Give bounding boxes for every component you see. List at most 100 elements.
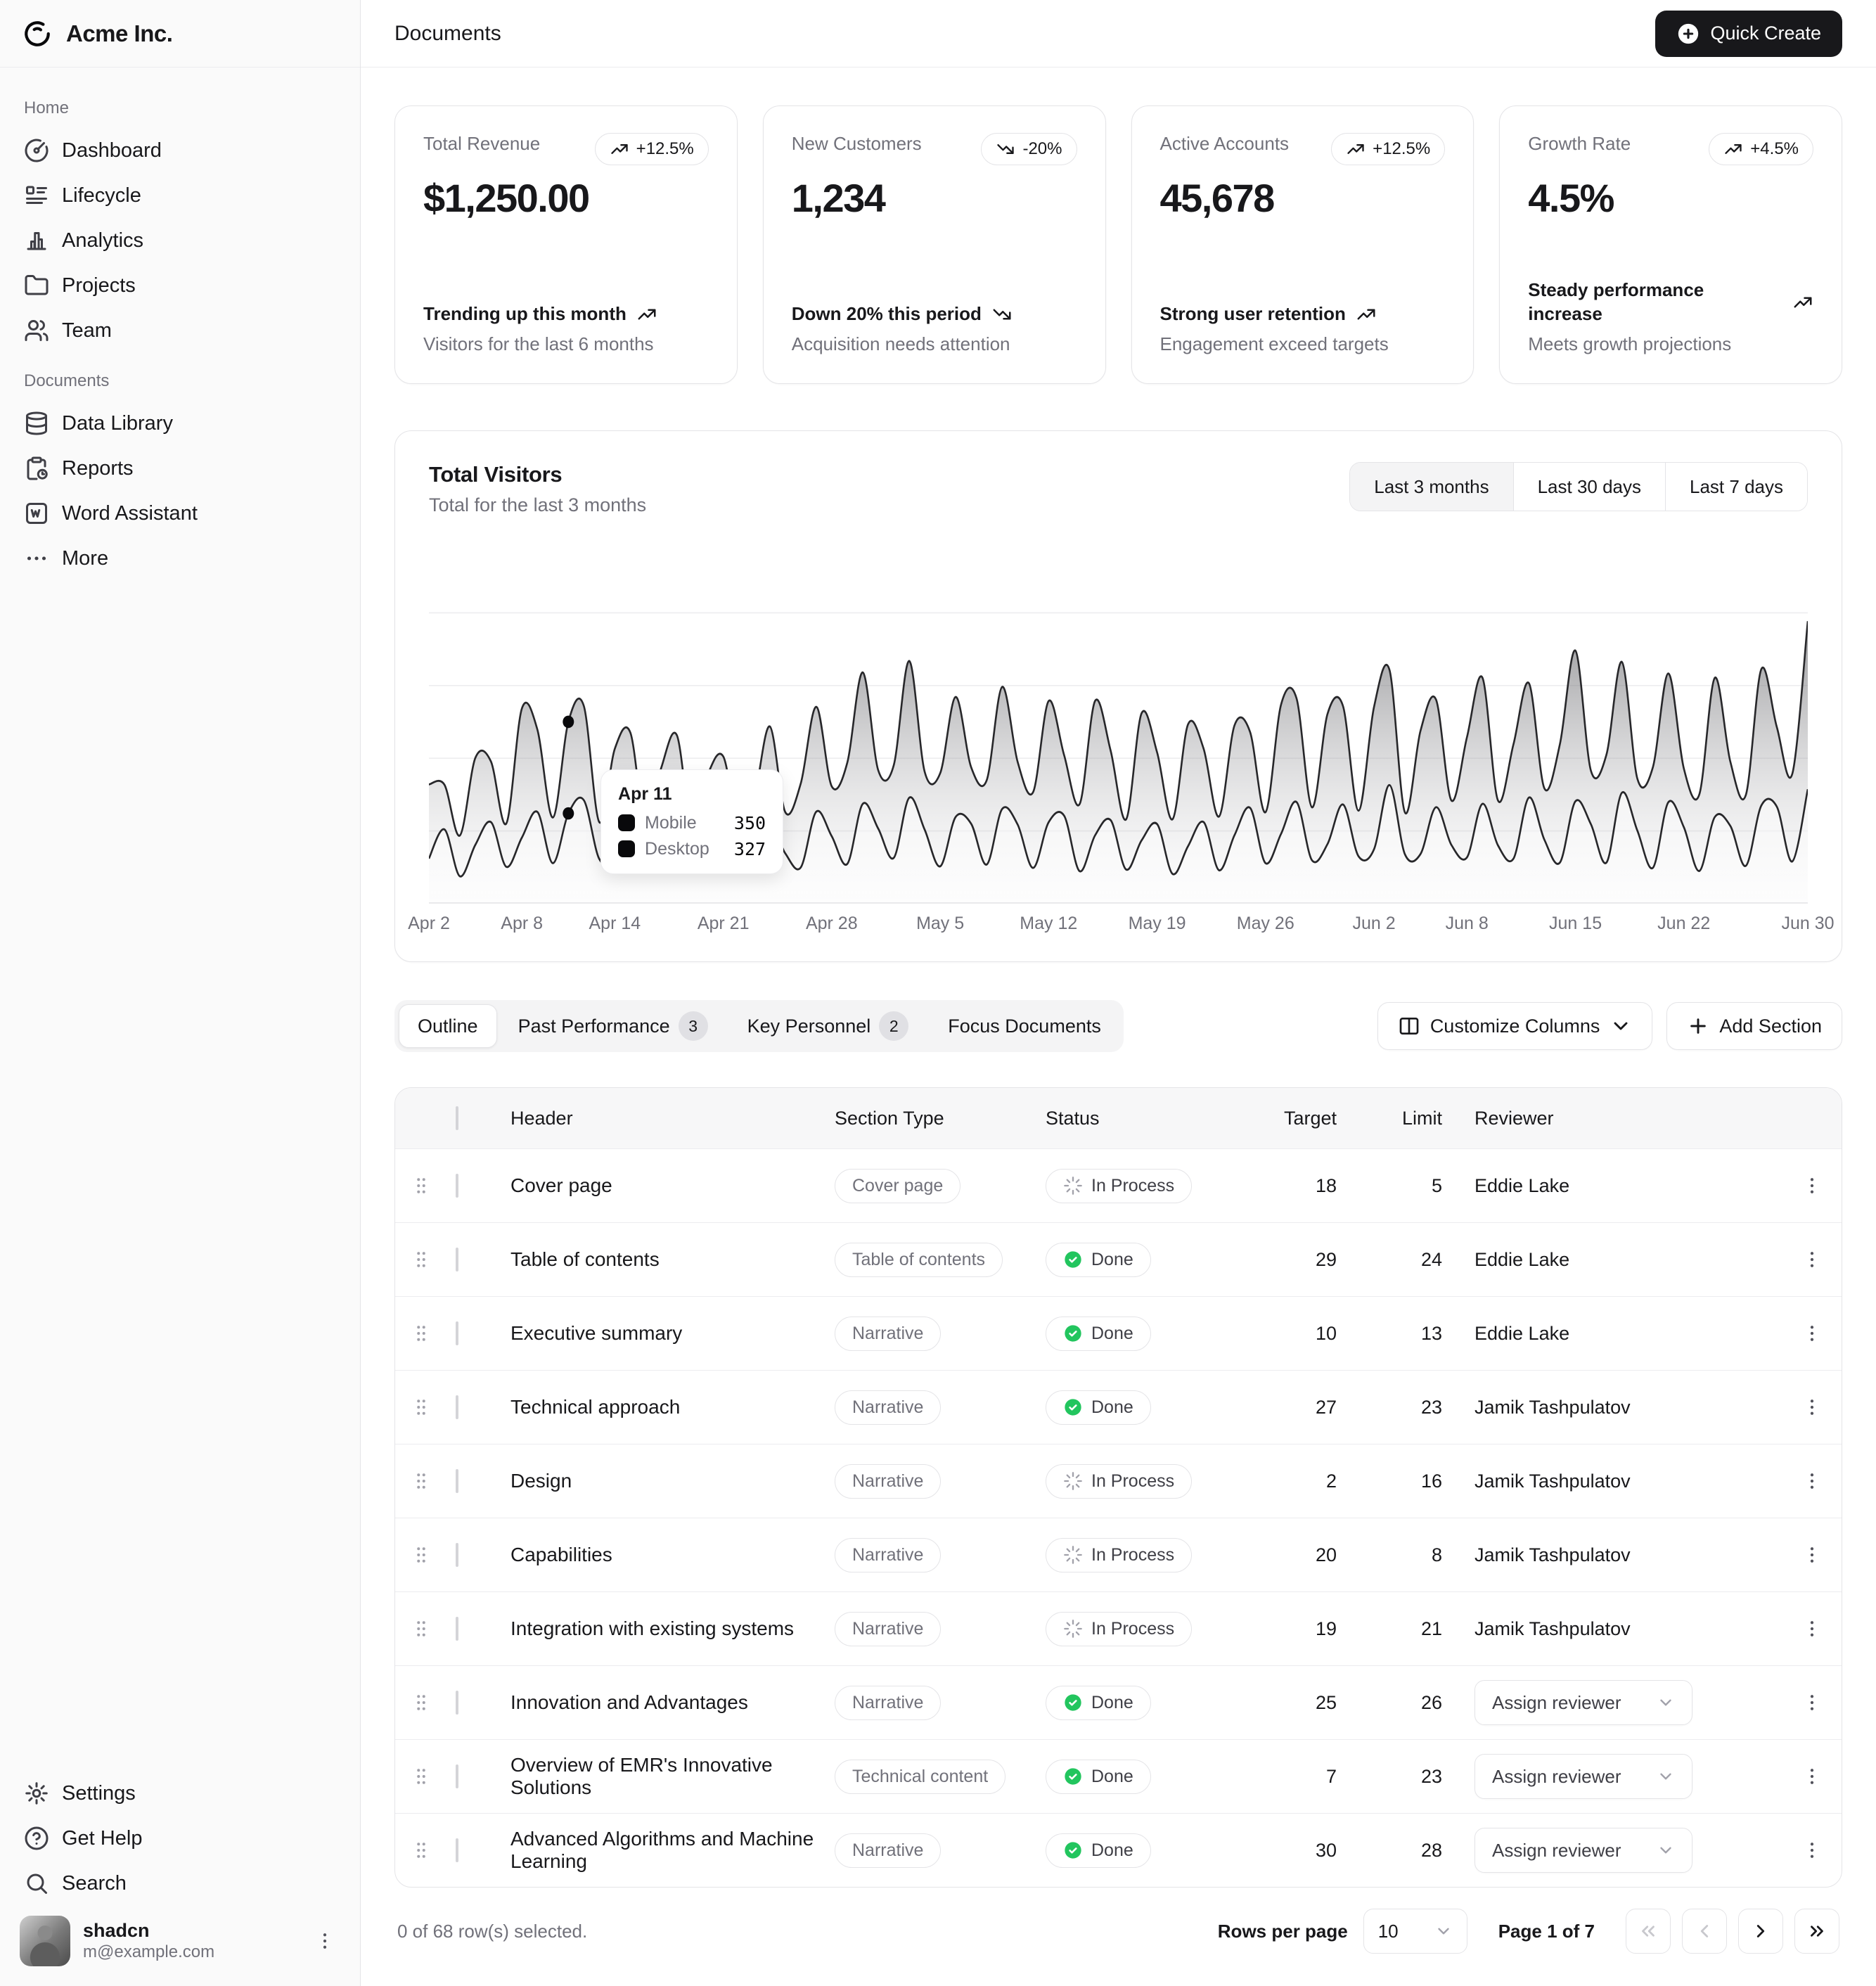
prev-page-button[interactable] xyxy=(1682,1909,1727,1954)
target-cell[interactable]: 30 xyxy=(1315,1839,1337,1861)
next-page-button[interactable] xyxy=(1738,1909,1783,1954)
row-menu-button[interactable] xyxy=(1795,1538,1829,1572)
tab-past-performance[interactable]: Past Performance 3 xyxy=(500,1004,726,1048)
drag-handle-icon[interactable] xyxy=(411,1689,432,1716)
row-checkbox[interactable] xyxy=(456,1173,458,1198)
row-checkbox[interactable] xyxy=(456,1468,458,1493)
visitors-chart[interactable]: Apr 11 Mobile 350 Desktop 327 xyxy=(429,540,1808,904)
row-checkbox[interactable] xyxy=(456,1764,458,1788)
sidebar-item-team[interactable]: Team xyxy=(11,308,349,353)
tab-key-personnel[interactable]: Key Personnel 2 xyxy=(729,1004,927,1048)
target-cell[interactable]: 10 xyxy=(1315,1322,1337,1344)
column-header: Section Type xyxy=(835,1107,944,1129)
target-cell[interactable]: 25 xyxy=(1315,1691,1337,1713)
target-cell[interactable]: 7 xyxy=(1325,1765,1337,1787)
drag-handle-icon[interactable] xyxy=(411,1468,432,1494)
target-cell[interactable]: 20 xyxy=(1315,1544,1337,1565)
target-cell[interactable]: 2 xyxy=(1325,1470,1337,1492)
row-checkbox[interactable] xyxy=(456,1247,458,1271)
select-all-checkbox[interactable] xyxy=(456,1106,458,1130)
drag-handle-icon[interactable] xyxy=(411,1542,432,1568)
sidebar-item-settings[interactable]: Settings xyxy=(11,1771,349,1816)
sidebar-item-label: Settings xyxy=(62,1781,136,1805)
row-checkbox[interactable] xyxy=(456,1690,458,1715)
row-menu-button[interactable] xyxy=(1795,1316,1829,1350)
table-row: Technical approach Narrative Done 27 23 Jamik… xyxy=(395,1370,1842,1444)
target-cell[interactable]: 19 xyxy=(1315,1617,1337,1639)
limit-cell[interactable]: 28 xyxy=(1420,1839,1442,1861)
stat-title: Growth Rate xyxy=(1528,133,1631,154)
row-menu-button[interactable] xyxy=(1795,1760,1829,1793)
x-axis-labels: Apr 2 Apr 8 Apr 14 Apr 21 Apr 28 May 5 May 12 M… xyxy=(408,909,1834,940)
trending-up-icon xyxy=(610,139,629,159)
row-checkbox[interactable] xyxy=(456,1616,458,1641)
pagination xyxy=(1626,1909,1839,1954)
section-header-cell: Design xyxy=(510,1470,572,1492)
stat-footnote: Trending up this month xyxy=(423,303,627,325)
rows-per-page-select[interactable]: 10 xyxy=(1363,1909,1467,1954)
drag-handle-icon[interactable] xyxy=(411,1394,432,1421)
row-menu-button[interactable] xyxy=(1795,1243,1829,1276)
drag-handle-icon[interactable] xyxy=(411,1246,432,1273)
limit-cell[interactable]: 5 xyxy=(1431,1174,1442,1196)
user-card[interactable]: shadcn m@example.com xyxy=(11,1906,349,1976)
target-cell[interactable]: 29 xyxy=(1315,1248,1337,1270)
sidebar-item-search[interactable]: Search xyxy=(11,1861,349,1906)
last-page-button[interactable] xyxy=(1794,1909,1839,1954)
row-checkbox[interactable] xyxy=(456,1542,458,1567)
tab-focus-documents[interactable]: Focus Documents xyxy=(930,1004,1119,1048)
limit-cell[interactable]: 13 xyxy=(1420,1322,1442,1344)
sidebar-item-get-help[interactable]: Get Help xyxy=(11,1816,349,1861)
sidebar-item-more[interactable]: More xyxy=(11,536,349,581)
stat-footnote: Down 20% this period xyxy=(791,303,982,325)
status-badge: Done xyxy=(1046,1390,1151,1425)
first-page-button[interactable] xyxy=(1626,1909,1671,1954)
drag-handle-icon[interactable] xyxy=(411,1837,432,1864)
row-menu-button[interactable] xyxy=(1795,1612,1829,1646)
sidebar-item-projects[interactable]: Projects xyxy=(11,263,349,308)
target-cell[interactable]: 27 xyxy=(1315,1396,1337,1418)
range-last-7-days[interactable]: Last 7 days xyxy=(1665,463,1807,511)
limit-cell[interactable]: 26 xyxy=(1420,1691,1442,1713)
limit-cell[interactable]: 24 xyxy=(1420,1248,1442,1270)
row-checkbox[interactable] xyxy=(456,1321,458,1345)
assign-reviewer-select[interactable]: Assign reviewer xyxy=(1475,1754,1692,1799)
quick-create-button[interactable]: Quick Create xyxy=(1655,10,1842,57)
range-last-30-days[interactable]: Last 30 days xyxy=(1512,463,1666,511)
row-menu-button[interactable] xyxy=(1795,1833,1829,1867)
customize-columns-button[interactable]: Customize Columns xyxy=(1377,1002,1653,1050)
drag-handle-icon[interactable] xyxy=(411,1172,432,1199)
drag-handle-icon[interactable] xyxy=(411,1615,432,1642)
limit-cell[interactable]: 21 xyxy=(1420,1617,1442,1639)
sidebar-item-dashboard[interactable]: Dashboard xyxy=(11,128,349,173)
drag-handle-icon[interactable] xyxy=(411,1320,432,1347)
row-checkbox[interactable] xyxy=(456,1395,458,1419)
list-details-icon xyxy=(24,183,49,208)
check-circle-icon xyxy=(1063,1397,1083,1417)
user-menu-button[interactable] xyxy=(309,1926,340,1956)
sidebar-item-analytics[interactable]: Analytics xyxy=(11,218,349,263)
limit-cell[interactable]: 8 xyxy=(1431,1544,1442,1565)
limit-cell[interactable]: 16 xyxy=(1420,1470,1442,1492)
assign-reviewer-select[interactable]: Assign reviewer xyxy=(1475,1828,1692,1873)
drag-handle-icon[interactable] xyxy=(411,1763,432,1790)
add-section-button[interactable]: Add Section xyxy=(1666,1002,1842,1050)
limit-cell[interactable]: 23 xyxy=(1420,1765,1442,1787)
sidebar-header[interactable]: Acme Inc. xyxy=(0,0,360,68)
assign-reviewer-select[interactable]: Assign reviewer xyxy=(1475,1680,1692,1725)
row-menu-button[interactable] xyxy=(1795,1169,1829,1203)
row-checkbox[interactable] xyxy=(456,1838,458,1862)
limit-cell[interactable]: 23 xyxy=(1420,1396,1442,1418)
sidebar-item-word-assistant[interactable]: Word Assistant xyxy=(11,491,349,536)
range-last-3-months[interactable]: Last 3 months xyxy=(1350,463,1513,511)
row-menu-button[interactable] xyxy=(1795,1464,1829,1498)
sidebar-item-lifecycle[interactable]: Lifecycle xyxy=(11,173,349,218)
sidebar-item-reports[interactable]: Reports xyxy=(11,446,349,491)
target-cell[interactable]: 18 xyxy=(1315,1174,1337,1196)
row-menu-button[interactable] xyxy=(1795,1686,1829,1719)
row-menu-button[interactable] xyxy=(1795,1390,1829,1424)
sidebar-item-data-library[interactable]: Data Library xyxy=(11,401,349,446)
status-badge: Done xyxy=(1046,1759,1151,1794)
reviewer-name: Eddie Lake xyxy=(1475,1322,1570,1344)
tab-outline[interactable]: Outline xyxy=(399,1004,497,1048)
